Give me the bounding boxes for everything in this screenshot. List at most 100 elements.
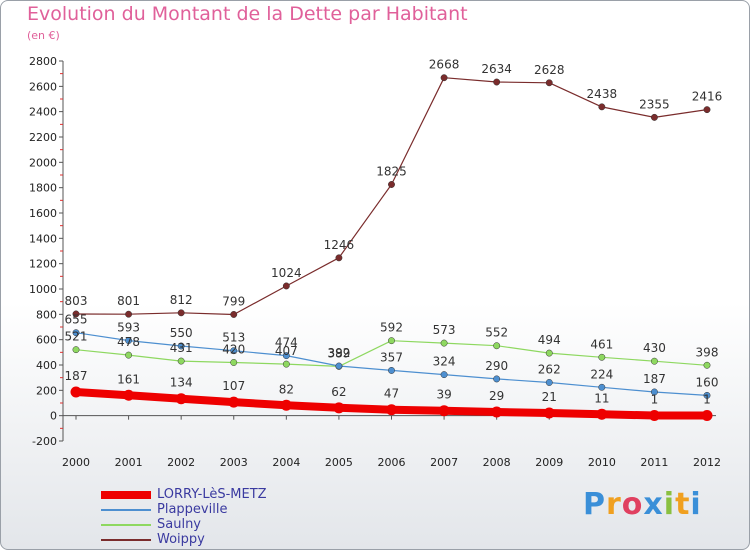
x-tick-label: 2000 [62, 456, 90, 469]
legend-label-woippy: Woippy [157, 532, 205, 547]
y-tick-label: 2400 [29, 106, 57, 119]
data-point [177, 342, 185, 350]
data-point [545, 379, 553, 386]
data-label: 461 [590, 337, 613, 351]
data-label: 494 [538, 333, 561, 347]
data-label: 1 [651, 393, 659, 407]
x-tick-label: 2003 [220, 456, 248, 469]
data-label: 655 [65, 313, 88, 327]
data-label: 47 [384, 387, 399, 401]
data-label: 21 [542, 390, 557, 404]
data-point [545, 79, 553, 87]
data-label: 573 [433, 323, 456, 337]
data-label: 1 [703, 393, 711, 407]
data-point [177, 309, 185, 317]
data-point [493, 342, 501, 350]
data-point [543, 407, 555, 419]
data-point [650, 113, 658, 121]
logo-letter: i [663, 487, 676, 522]
data-label: 39 [436, 388, 451, 402]
data-label: 62 [331, 385, 346, 399]
data-point [228, 396, 240, 408]
chart-title: Evolution du Montant de la Dette par Hab… [27, 3, 468, 25]
data-label: 1825 [376, 165, 407, 179]
data-label: 357 [380, 350, 403, 364]
data-label: 2634 [481, 62, 512, 76]
data-point [493, 375, 501, 383]
data-label: 552 [485, 326, 508, 340]
data-label: 389 [327, 346, 350, 360]
data-label: 134 [170, 376, 193, 390]
y-tick-label: 1600 [29, 207, 57, 220]
data-label: 2355 [639, 97, 670, 111]
x-tick-label: 2001 [115, 456, 143, 469]
data-label: 803 [65, 294, 88, 308]
point-layer [70, 74, 713, 422]
x-tick-label: 2005 [325, 456, 353, 469]
data-point [230, 347, 238, 355]
logo-letter: o [621, 487, 644, 522]
legend-swatch-saulny [101, 524, 151, 526]
data-point [335, 254, 343, 262]
data-label: 107 [222, 379, 245, 393]
data-label: 187 [65, 369, 88, 383]
line-layer [72, 77, 711, 420]
legend-label-plappeville: Plappeville [157, 502, 228, 517]
data-point [438, 405, 450, 417]
data-point [125, 337, 133, 345]
x-tick-label: 2012 [693, 456, 721, 469]
data-label: 82 [279, 382, 294, 396]
data-label: 593 [117, 321, 140, 335]
data-label: 478 [117, 335, 140, 349]
y-tick-label: 2600 [29, 80, 57, 93]
logo-letter: i [690, 487, 702, 522]
data-label: 161 [117, 372, 140, 386]
data-point [703, 391, 711, 399]
data-label: 11 [594, 391, 609, 405]
y-tick-label: 1000 [29, 283, 57, 296]
data-label: 29 [489, 389, 504, 403]
data-label: 2628 [534, 63, 565, 77]
data-label: 1024 [271, 266, 302, 280]
data-point [280, 399, 292, 411]
logo-letter: x [643, 487, 664, 522]
data-label: 398 [696, 345, 719, 359]
data-label: 801 [117, 294, 140, 308]
x-tick-label: 2008 [483, 456, 511, 469]
data-point [701, 410, 713, 422]
data-point [493, 78, 501, 86]
logo-letter: P [583, 487, 606, 522]
data-label: 812 [170, 293, 193, 307]
data-point [72, 346, 80, 354]
data-point [598, 383, 606, 391]
data-point [177, 357, 185, 365]
data-label: 392 [327, 346, 350, 360]
y-tick-label: 1200 [29, 258, 57, 271]
data-label: 407 [275, 344, 298, 358]
x-tick-label: 2009 [535, 456, 563, 469]
data-point [703, 106, 711, 114]
data-label: 513 [222, 331, 245, 345]
x-tick-label: 2002 [167, 456, 195, 469]
data-label: 2438 [587, 87, 618, 101]
legend-item-plappeville: Plappeville [101, 502, 267, 517]
legend-item-lorry: LORRY-LèS-METZ [101, 487, 267, 502]
data-point [282, 282, 290, 290]
data-label: 550 [170, 326, 193, 340]
data-point [388, 181, 395, 188]
legend-item-saulny: Saulny [101, 517, 267, 532]
legend-swatch-lorry [101, 491, 151, 499]
data-point [70, 386, 82, 398]
data-point [596, 408, 608, 420]
y-tick-label: -200 [32, 435, 57, 448]
data-point [703, 361, 711, 369]
data-point [125, 351, 133, 359]
data-label: 521 [65, 330, 88, 344]
data-point [333, 402, 345, 414]
data-point [440, 339, 448, 347]
series-line-3 [75, 77, 708, 316]
data-point [650, 388, 658, 396]
data-label: 2416 [692, 90, 723, 104]
